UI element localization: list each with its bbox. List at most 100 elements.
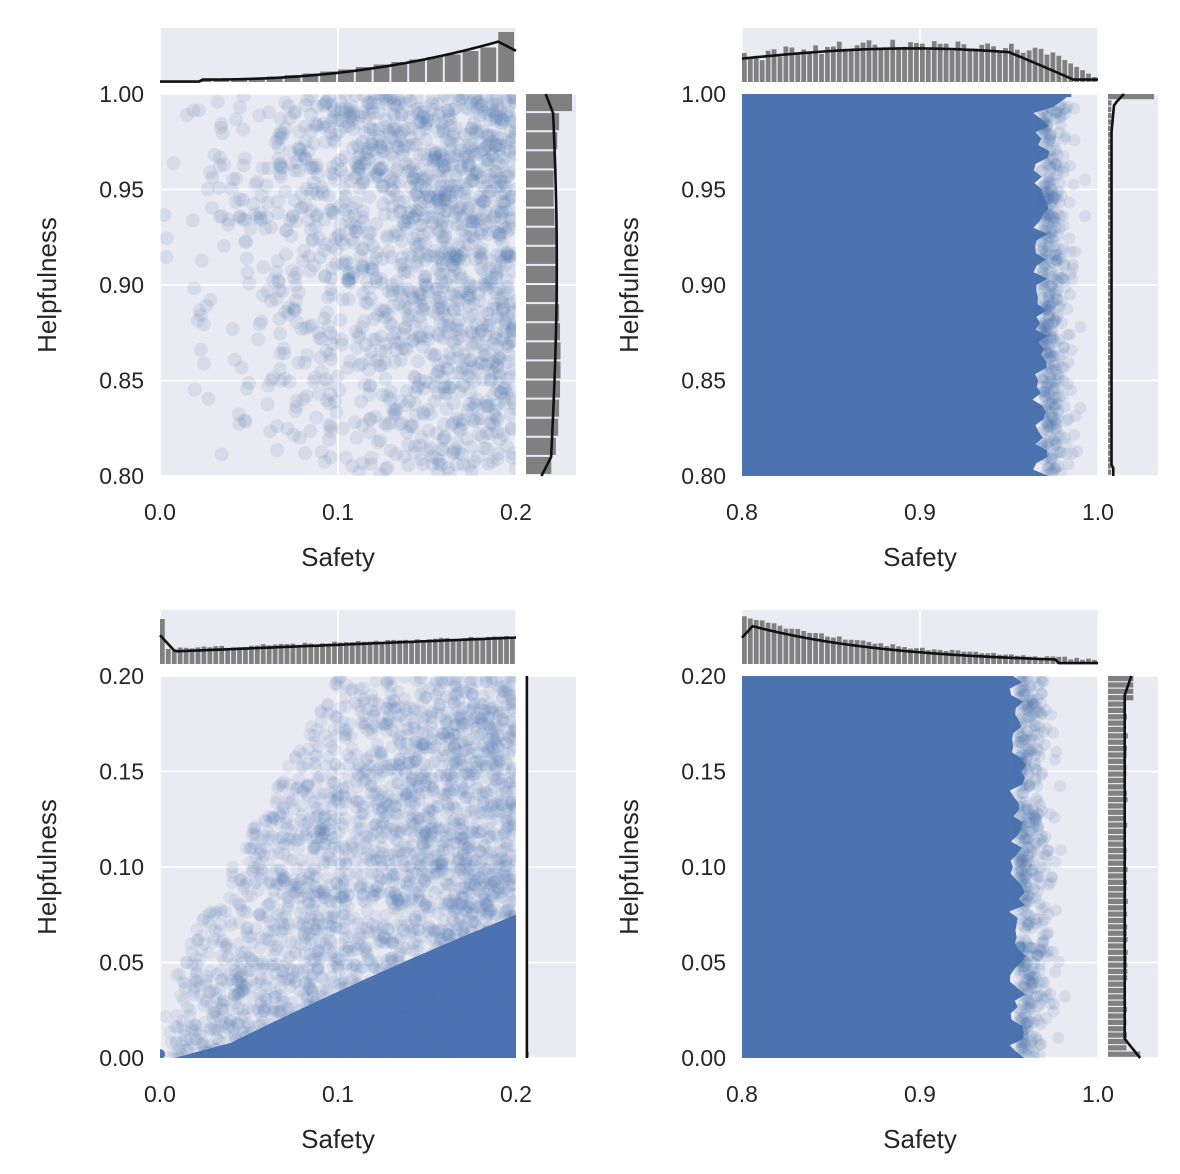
scatter-point (1048, 462, 1061, 475)
scatter-point (235, 212, 250, 227)
scatter-point (314, 364, 329, 379)
scatter-point (489, 247, 504, 262)
scatter-point (1039, 127, 1052, 140)
scatter-point (354, 394, 369, 409)
scatter-point (203, 165, 218, 180)
histogram-bar (526, 285, 559, 303)
scatter-point (1036, 268, 1049, 281)
scatter-point (490, 103, 505, 118)
scatter-point (468, 124, 483, 139)
scatter-point (351, 116, 366, 131)
scatter-point (490, 360, 505, 375)
scatter-point (376, 800, 390, 814)
scatter-point (324, 271, 339, 286)
scatter-point (1064, 268, 1077, 281)
scatter-point (452, 421, 467, 436)
scatter-point (1038, 389, 1051, 402)
scatter-point (349, 866, 363, 880)
scatter-point (354, 156, 369, 171)
scatter-point (1048, 401, 1061, 414)
scatter-point (376, 304, 391, 319)
scatter-point (499, 249, 514, 264)
scatter-point (1040, 438, 1053, 451)
scatter-point (472, 250, 487, 265)
scatter-point (323, 419, 338, 434)
scatter-point (506, 997, 516, 1011)
scatter-point (1049, 157, 1062, 170)
scatter-point (480, 138, 495, 153)
scatter-point (473, 411, 488, 426)
scatter-point (406, 231, 421, 246)
scatter-point (435, 255, 450, 270)
scatter-point (267, 884, 281, 898)
scatter-point (332, 199, 347, 214)
scatter-point (322, 94, 337, 104)
scatter-point (385, 1023, 399, 1037)
scatter-point (1036, 336, 1049, 349)
scatter-point (464, 1051, 478, 1058)
scatter-point (505, 994, 516, 1008)
scatter-point (391, 140, 406, 155)
scatter-point (213, 120, 228, 135)
scatter-points (160, 676, 516, 1058)
scatter-point (442, 1011, 456, 1025)
scatter-point (290, 154, 305, 169)
scatter-point (494, 291, 509, 306)
scatter-point (330, 994, 344, 1008)
scatter-point (441, 112, 456, 127)
scatter-point (469, 336, 484, 351)
scatter-point (475, 889, 489, 903)
scatter-point (501, 336, 516, 351)
scatter-point (243, 221, 258, 236)
scatter-point (1043, 153, 1056, 166)
scatter-point (498, 257, 513, 272)
scatter-point (492, 1016, 506, 1030)
scatter-point (223, 1014, 237, 1028)
scatter-point (421, 332, 436, 347)
scatter-point (362, 152, 377, 167)
scatter-point (507, 1010, 516, 1024)
scatter-point (424, 1046, 438, 1058)
scatter-point (394, 233, 409, 248)
scatter-point (387, 694, 401, 708)
scatter-point (419, 708, 433, 722)
scatter-point (452, 136, 467, 151)
scatter-point (187, 382, 202, 397)
scatter-point (504, 323, 516, 338)
scatter-point (339, 691, 353, 705)
scatter-point (195, 929, 209, 943)
histogram-bar (759, 60, 765, 82)
scatter-point (355, 210, 370, 225)
histogram-bar (1108, 393, 1112, 399)
scatter-point (1046, 173, 1059, 186)
scatter-point (400, 721, 414, 735)
scatter-point (401, 109, 416, 124)
scatter-point (475, 304, 490, 319)
scatter-point (451, 365, 466, 380)
scatter-point (503, 202, 516, 217)
scatter-point (186, 103, 201, 118)
scatter-point (372, 358, 387, 373)
scatter-point (282, 144, 297, 159)
scatter-point (489, 129, 504, 144)
histogram-bar (902, 46, 907, 82)
scatter-point (233, 209, 248, 224)
scatter-point (345, 112, 360, 127)
scatter-point (484, 274, 499, 289)
scatter-point (495, 331, 510, 346)
scatter-point (341, 292, 356, 307)
scatter-point (474, 222, 489, 237)
scatter-point (443, 118, 458, 133)
scatter-point (1036, 373, 1049, 386)
scatter-point (250, 210, 265, 225)
scatter-point (1036, 385, 1049, 398)
scatter-point (239, 381, 254, 396)
scatter-point (328, 757, 342, 771)
scatter-point (227, 1030, 241, 1044)
scatter-point (1064, 159, 1077, 172)
scatter-point (410, 354, 425, 369)
scatter-point (501, 1042, 515, 1056)
scatter-point (495, 236, 510, 251)
scatter-point (302, 1037, 316, 1051)
scatter-point (428, 347, 443, 362)
